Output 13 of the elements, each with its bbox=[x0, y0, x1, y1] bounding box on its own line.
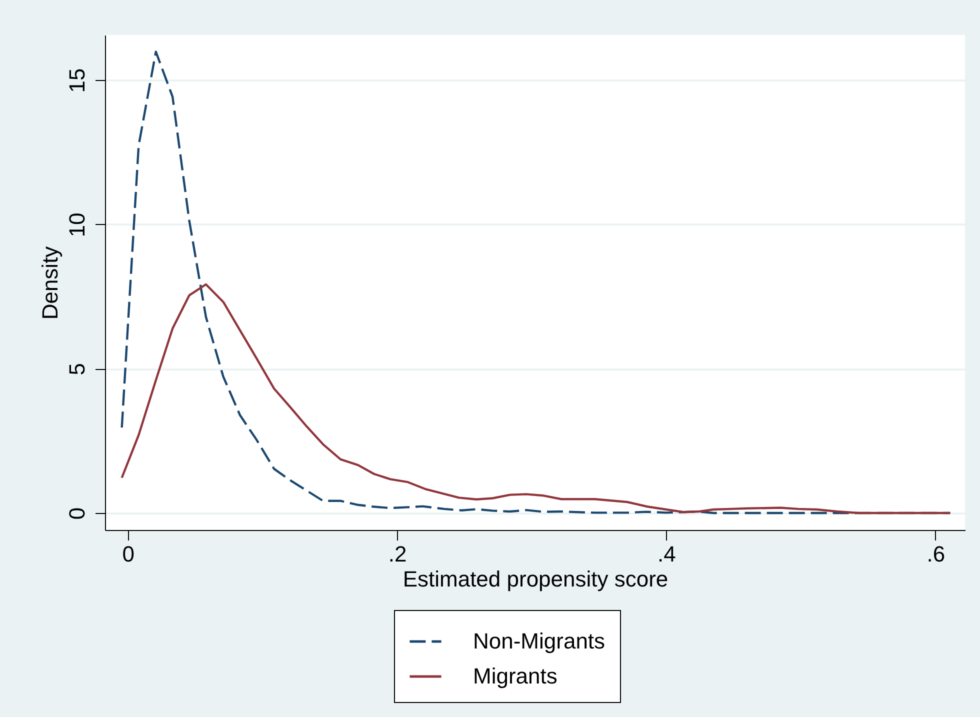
y-tick-label: 15 bbox=[64, 68, 90, 93]
y-tick-label: 0 bbox=[64, 507, 90, 520]
y-axis-title: Density bbox=[38, 246, 62, 320]
y-tick-label: 5 bbox=[64, 363, 90, 376]
x-tick-label: .6 bbox=[926, 542, 946, 566]
x-tick-label: .2 bbox=[388, 542, 407, 566]
line-series bbox=[120, 283, 952, 514]
x-tick-label: .4 bbox=[658, 542, 676, 566]
y-tick-label: 10 bbox=[64, 212, 90, 238]
legend-label: Migrants bbox=[473, 664, 558, 688]
x-axis-title: Estimated propensity score bbox=[402, 566, 668, 592]
x-tick-label: 0 bbox=[122, 542, 135, 566]
legend-label: Non-Migrants bbox=[473, 628, 606, 654]
